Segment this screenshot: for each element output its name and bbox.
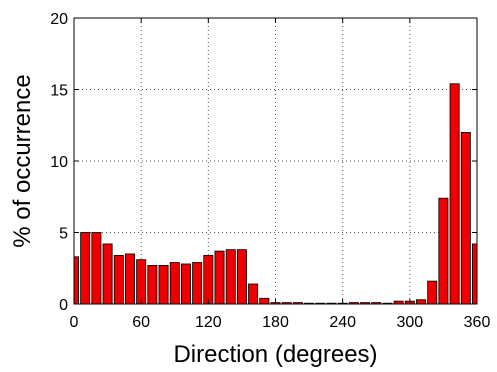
- bar: [73, 256, 79, 305]
- x-tick-label: 240: [329, 314, 356, 331]
- bar: [102, 243, 113, 305]
- bar: [158, 264, 169, 305]
- bar: [248, 283, 259, 305]
- bar: [427, 280, 438, 305]
- bar: [225, 249, 236, 305]
- bar: [416, 299, 427, 305]
- bar: [214, 250, 225, 305]
- x-axis-ticks: 0 60 120 180 240 300 360: [70, 18, 491, 331]
- x-tick-label: 0: [70, 314, 79, 331]
- x-tick-label: 60: [132, 314, 150, 331]
- bar: [192, 262, 203, 305]
- bar: [460, 131, 471, 305]
- bar: [91, 232, 102, 305]
- bar: [169, 262, 180, 305]
- x-tick-label: 360: [464, 314, 491, 331]
- x-axis-label: Direction (degrees): [173, 341, 377, 368]
- y-tick-label: 15: [50, 83, 68, 100]
- bar: [449, 83, 460, 305]
- bar: [472, 243, 478, 305]
- y-tick-label: 5: [59, 226, 68, 243]
- bar: [180, 263, 191, 305]
- x-tick-label: 300: [396, 314, 423, 331]
- bar: [236, 249, 247, 305]
- bar: [136, 259, 147, 305]
- x-tick-label: 120: [195, 314, 222, 331]
- y-axis-ticks: 0 5 10 15 20: [50, 11, 477, 314]
- y-axis-label: % of occurrence: [9, 74, 36, 247]
- bar: [80, 232, 91, 305]
- bar: [438, 197, 449, 305]
- bar: [203, 254, 214, 305]
- bar: [113, 254, 124, 305]
- bar: [259, 297, 270, 305]
- y-tick-label: 0: [59, 297, 68, 314]
- x-tick-label: 180: [262, 314, 289, 331]
- y-tick-label: 10: [50, 154, 68, 171]
- bar: [124, 253, 135, 305]
- bar: [147, 264, 158, 305]
- y-tick-label: 20: [50, 11, 68, 28]
